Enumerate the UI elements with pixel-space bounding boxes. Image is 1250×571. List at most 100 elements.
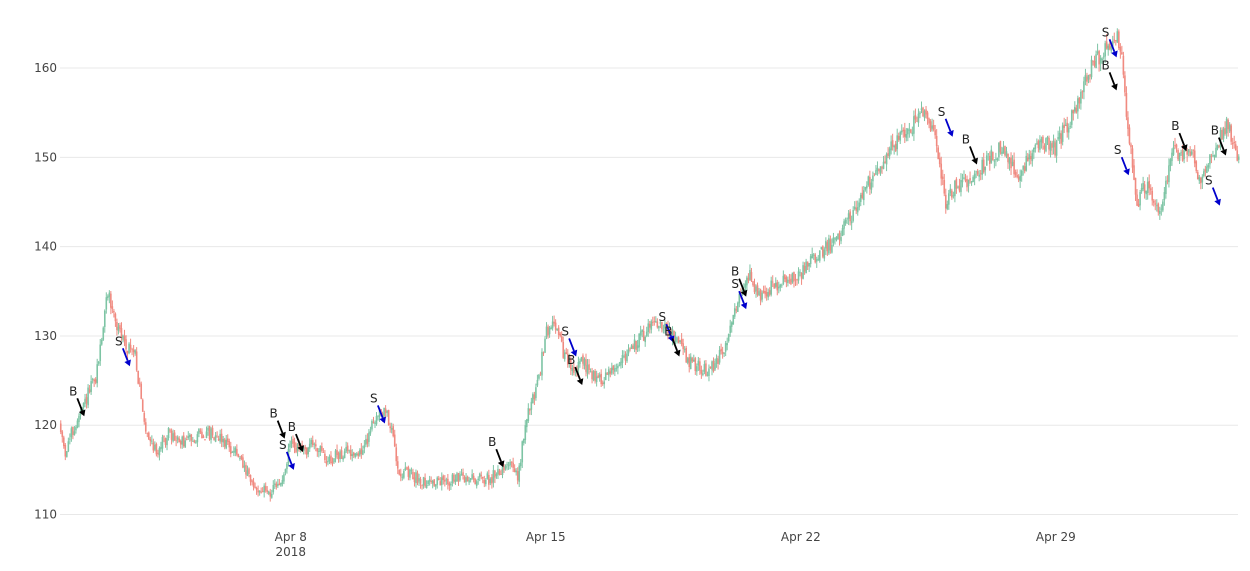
candle — [319, 445, 322, 456]
candle — [163, 435, 165, 443]
candle — [1168, 158, 1170, 188]
candle — [600, 369, 602, 388]
candle — [460, 468, 463, 476]
candle — [869, 170, 871, 195]
candle — [1195, 160, 1198, 174]
candle — [327, 456, 329, 466]
candle — [196, 431, 199, 447]
candle — [960, 173, 962, 197]
candle — [823, 247, 826, 262]
x-tick-label: Apr 8 — [275, 530, 307, 544]
candle — [233, 446, 235, 457]
candle — [761, 290, 763, 303]
candle — [210, 426, 212, 444]
candle — [532, 392, 534, 404]
candle — [601, 380, 604, 386]
candle — [879, 166, 882, 176]
candle — [954, 179, 956, 203]
candle — [269, 488, 272, 502]
candle — [676, 336, 678, 344]
candle — [808, 263, 810, 272]
candle — [658, 325, 660, 332]
candle — [509, 459, 511, 470]
candle — [1046, 135, 1049, 146]
candle — [450, 481, 452, 491]
candle — [246, 465, 249, 477]
candle — [900, 124, 903, 135]
candle — [791, 272, 794, 284]
candle — [93, 378, 95, 387]
candle — [1154, 199, 1157, 211]
sell-arrow-icon — [947, 129, 954, 137]
candle — [515, 468, 517, 476]
candle — [525, 418, 528, 433]
candle — [137, 370, 139, 385]
candle — [1200, 176, 1202, 190]
candle — [377, 415, 379, 421]
candle — [1127, 111, 1129, 137]
candle — [571, 364, 574, 376]
candle — [428, 475, 431, 486]
candle — [1093, 55, 1096, 68]
candle — [831, 238, 833, 254]
candle — [679, 340, 681, 345]
candle — [1043, 143, 1046, 154]
candle — [448, 481, 451, 491]
candle — [1187, 149, 1190, 157]
candle — [1131, 145, 1134, 174]
candle — [884, 155, 886, 164]
candle — [116, 318, 118, 336]
sell-annotation: S — [1102, 25, 1118, 58]
y-tick-label: 140 — [34, 240, 57, 254]
candle — [393, 429, 396, 448]
candle — [311, 435, 314, 448]
buy-arrow-icon — [971, 157, 978, 165]
candle — [478, 472, 481, 482]
candle — [313, 442, 316, 450]
candle — [764, 285, 766, 299]
candle — [976, 168, 979, 177]
candle — [544, 336, 546, 353]
candle — [107, 294, 109, 301]
candle — [418, 473, 420, 486]
candle — [911, 126, 914, 137]
candle — [463, 475, 466, 483]
candle — [1146, 177, 1149, 200]
sell-arrow-icon — [379, 416, 386, 424]
candle — [944, 188, 947, 214]
candle — [173, 430, 176, 441]
candle — [556, 328, 558, 331]
candle — [374, 420, 376, 429]
candle — [718, 346, 721, 365]
candle — [737, 301, 739, 313]
candle — [952, 191, 955, 199]
candle — [427, 479, 429, 487]
x-tick-label: Apr 29 — [1036, 530, 1076, 544]
candle — [592, 370, 595, 382]
candle — [1149, 184, 1152, 195]
candle — [295, 442, 297, 454]
sell-label: S — [561, 324, 569, 338]
candle — [1004, 145, 1006, 157]
candle — [573, 363, 575, 376]
candle — [1033, 147, 1035, 160]
candle — [103, 309, 106, 333]
candle — [1057, 130, 1059, 142]
candle — [835, 236, 838, 242]
candle — [401, 473, 404, 481]
candle — [758, 287, 760, 297]
candle — [785, 275, 788, 288]
buy-label: B — [488, 435, 496, 449]
candle — [254, 482, 256, 489]
candle — [995, 152, 997, 167]
candle — [1172, 141, 1175, 157]
candle — [796, 278, 798, 286]
candle — [712, 357, 715, 373]
candle — [790, 274, 792, 286]
candle — [910, 128, 912, 134]
candle — [436, 476, 439, 489]
candle — [1105, 33, 1108, 50]
candle — [64, 442, 67, 461]
candle — [1140, 183, 1143, 194]
